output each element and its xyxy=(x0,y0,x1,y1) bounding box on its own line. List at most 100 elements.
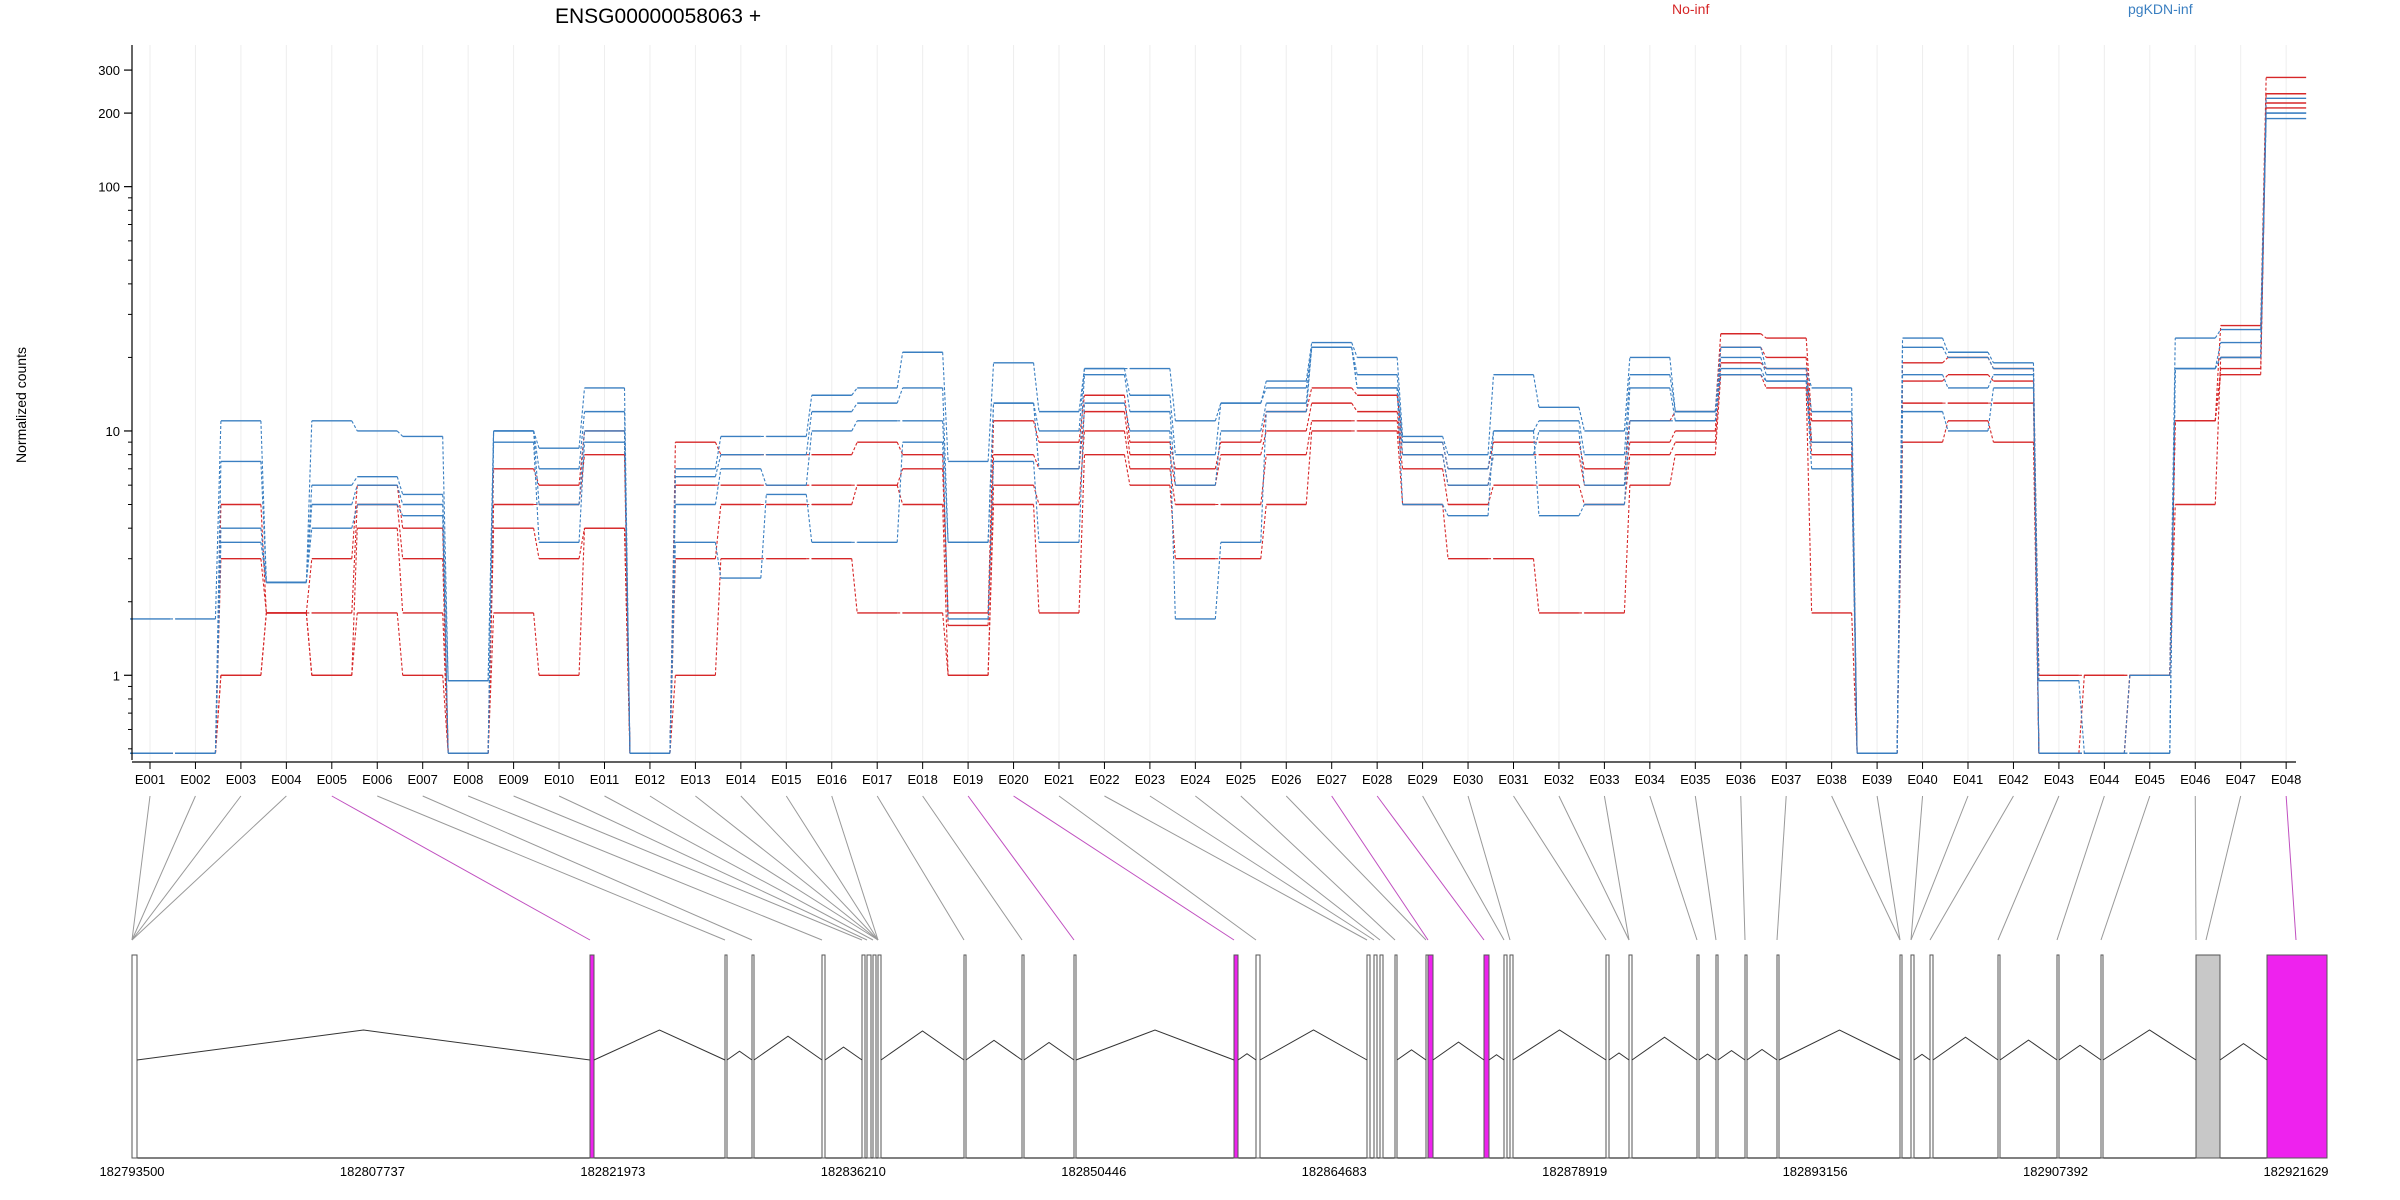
series-link xyxy=(1487,374,1495,455)
exon-connector xyxy=(1776,795,1787,941)
series-link xyxy=(396,504,404,559)
exon-connector xyxy=(1910,795,1969,941)
series-link xyxy=(1260,504,1267,559)
exon-label-e044: E044 xyxy=(2089,772,2119,787)
series-link xyxy=(1123,430,1131,469)
exon-connector xyxy=(1149,795,1375,941)
coordinate-label: 182921629 xyxy=(2263,1164,2328,1179)
exon-label-e029: E029 xyxy=(1407,772,1437,787)
series-link xyxy=(851,420,858,432)
series-link xyxy=(1532,430,1540,455)
exon-box xyxy=(1715,954,1719,1159)
series-link xyxy=(1669,387,1676,421)
exon-connector xyxy=(740,795,879,941)
exon-box xyxy=(131,954,138,1159)
series-link xyxy=(851,402,858,412)
series-link xyxy=(1396,387,1404,505)
exon-connector xyxy=(604,795,874,941)
chart-title: ENSG00000058063 + xyxy=(555,5,761,28)
exon-box xyxy=(1255,954,1261,1159)
series-link xyxy=(1987,351,1994,364)
exon-label-e041: E041 xyxy=(1953,772,1983,787)
series-link xyxy=(1805,368,1813,389)
intron-line xyxy=(1932,1036,1999,1061)
exon-connector xyxy=(1058,795,1257,941)
exon-label-e045: E045 xyxy=(2135,772,2165,787)
series-link xyxy=(1623,357,1631,432)
series-link xyxy=(1851,468,1858,754)
exon-label-e047: E047 xyxy=(2226,772,2256,787)
exon-connector xyxy=(1240,795,1396,941)
exon-box xyxy=(1628,954,1633,1159)
series-link xyxy=(987,504,995,676)
series-link xyxy=(1033,454,1040,470)
exon-connector xyxy=(377,795,726,941)
series-link xyxy=(1442,504,1449,559)
series-link xyxy=(1305,347,1313,412)
exon-connector xyxy=(649,795,879,941)
exon-box xyxy=(2056,954,2060,1159)
series-link xyxy=(1805,374,1813,412)
exon-label-e014: E014 xyxy=(726,772,756,787)
exon-label-e006: E006 xyxy=(362,772,392,787)
series-link xyxy=(851,485,858,505)
series-link xyxy=(1487,442,1495,469)
series-link xyxy=(260,612,267,676)
series-link xyxy=(533,430,540,505)
series-link xyxy=(260,558,267,613)
exon-label-e015: E015 xyxy=(771,772,801,787)
series-link xyxy=(1623,420,1631,505)
exon-box xyxy=(1509,954,1514,1159)
series-link xyxy=(1123,395,1131,443)
series-link xyxy=(714,454,722,477)
series-link xyxy=(1305,387,1313,412)
intron-line xyxy=(2058,1044,2102,1061)
intron-line xyxy=(753,1035,823,1061)
series-link xyxy=(987,461,995,619)
exon-box xyxy=(1605,954,1610,1159)
series-link xyxy=(2214,329,2222,339)
exon-connector xyxy=(2205,795,2242,941)
exon-connector xyxy=(1831,795,1901,941)
exon-label-e037: E037 xyxy=(1771,772,1801,787)
series-link xyxy=(1760,333,1767,339)
series-link xyxy=(578,528,586,559)
legend-entry-pgkdn-inf: pgKDN-inf xyxy=(2128,1,2193,17)
exon-label-e025: E025 xyxy=(1226,772,1256,787)
intron-line xyxy=(1717,1049,1746,1061)
exon-box xyxy=(877,954,882,1159)
series-link xyxy=(2214,357,2222,369)
series-link xyxy=(1942,411,1949,432)
series-link xyxy=(1805,368,1813,455)
intron-line xyxy=(1023,1041,1075,1061)
series-link xyxy=(1123,374,1131,412)
exon-connector xyxy=(1694,795,1717,941)
coordinate-label: 182793500 xyxy=(99,1164,164,1179)
series-link xyxy=(1442,504,1449,516)
series-link xyxy=(214,420,222,619)
series-link xyxy=(942,352,949,462)
exon-box xyxy=(1233,954,1239,1159)
series-link xyxy=(942,612,949,676)
intron-line xyxy=(824,1046,863,1061)
series-link xyxy=(1987,420,1994,443)
series-link xyxy=(305,558,313,613)
series-link xyxy=(1623,454,1631,505)
series-link xyxy=(1533,420,1540,432)
exon-label-e031: E031 xyxy=(1498,772,1528,787)
series-link xyxy=(260,504,267,613)
series-link xyxy=(1669,374,1676,412)
exon-box xyxy=(589,954,595,1159)
exon-connector xyxy=(1558,795,1630,941)
series-link xyxy=(351,504,358,529)
intron-line xyxy=(1396,1049,1427,1061)
series-link xyxy=(1033,485,1040,505)
series-link xyxy=(1942,420,1949,443)
series-link xyxy=(1760,357,1767,375)
exon-label-e024: E024 xyxy=(1180,772,1210,787)
series-link xyxy=(1169,411,1176,486)
exon-box xyxy=(1929,954,1934,1159)
series-link xyxy=(1442,442,1449,469)
exon-connector xyxy=(695,795,879,941)
intron-line xyxy=(1746,1048,1778,1061)
